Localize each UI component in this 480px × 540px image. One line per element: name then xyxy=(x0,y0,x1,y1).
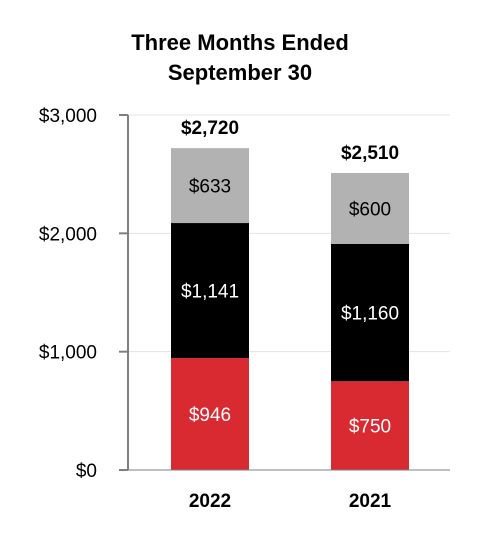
data-label-2022-1: $1,141 xyxy=(181,282,239,303)
y-tick-label-1000: $1,000 xyxy=(39,343,97,364)
chart-title-line-1: Three Months Ended xyxy=(131,30,349,55)
x-tick-label-2022: 2022 xyxy=(189,491,231,512)
bar-segment-2021-2 xyxy=(331,172,409,244)
x-tick-label-2021: 2021 xyxy=(349,491,392,512)
data-label-2021-1: $1,160 xyxy=(341,304,399,325)
y-tick-label-2000: $2,000 xyxy=(39,224,97,245)
data-label-2022-2: $633 xyxy=(189,177,231,198)
chart-title-line-2: September 30 xyxy=(167,60,313,85)
data-label-2022-0: $946 xyxy=(189,405,231,426)
total-label-2021: $2,510 xyxy=(341,143,399,164)
y-tick-label-0: $0 xyxy=(76,461,97,482)
data-label-2021-0: $750 xyxy=(349,417,391,438)
bar-segment-2022-1 xyxy=(171,223,249,359)
data-label-2021-2: $600 xyxy=(349,199,391,220)
bar-segment-2021-1 xyxy=(331,243,409,382)
total-label-2022: $2,720 xyxy=(181,118,239,139)
bar-segment-2022-2 xyxy=(171,148,249,224)
bar-segment-2022-0 xyxy=(171,358,249,470)
y-tick-label-3000: $3,000 xyxy=(39,106,97,127)
bar-segment-2021-0 xyxy=(331,381,409,470)
